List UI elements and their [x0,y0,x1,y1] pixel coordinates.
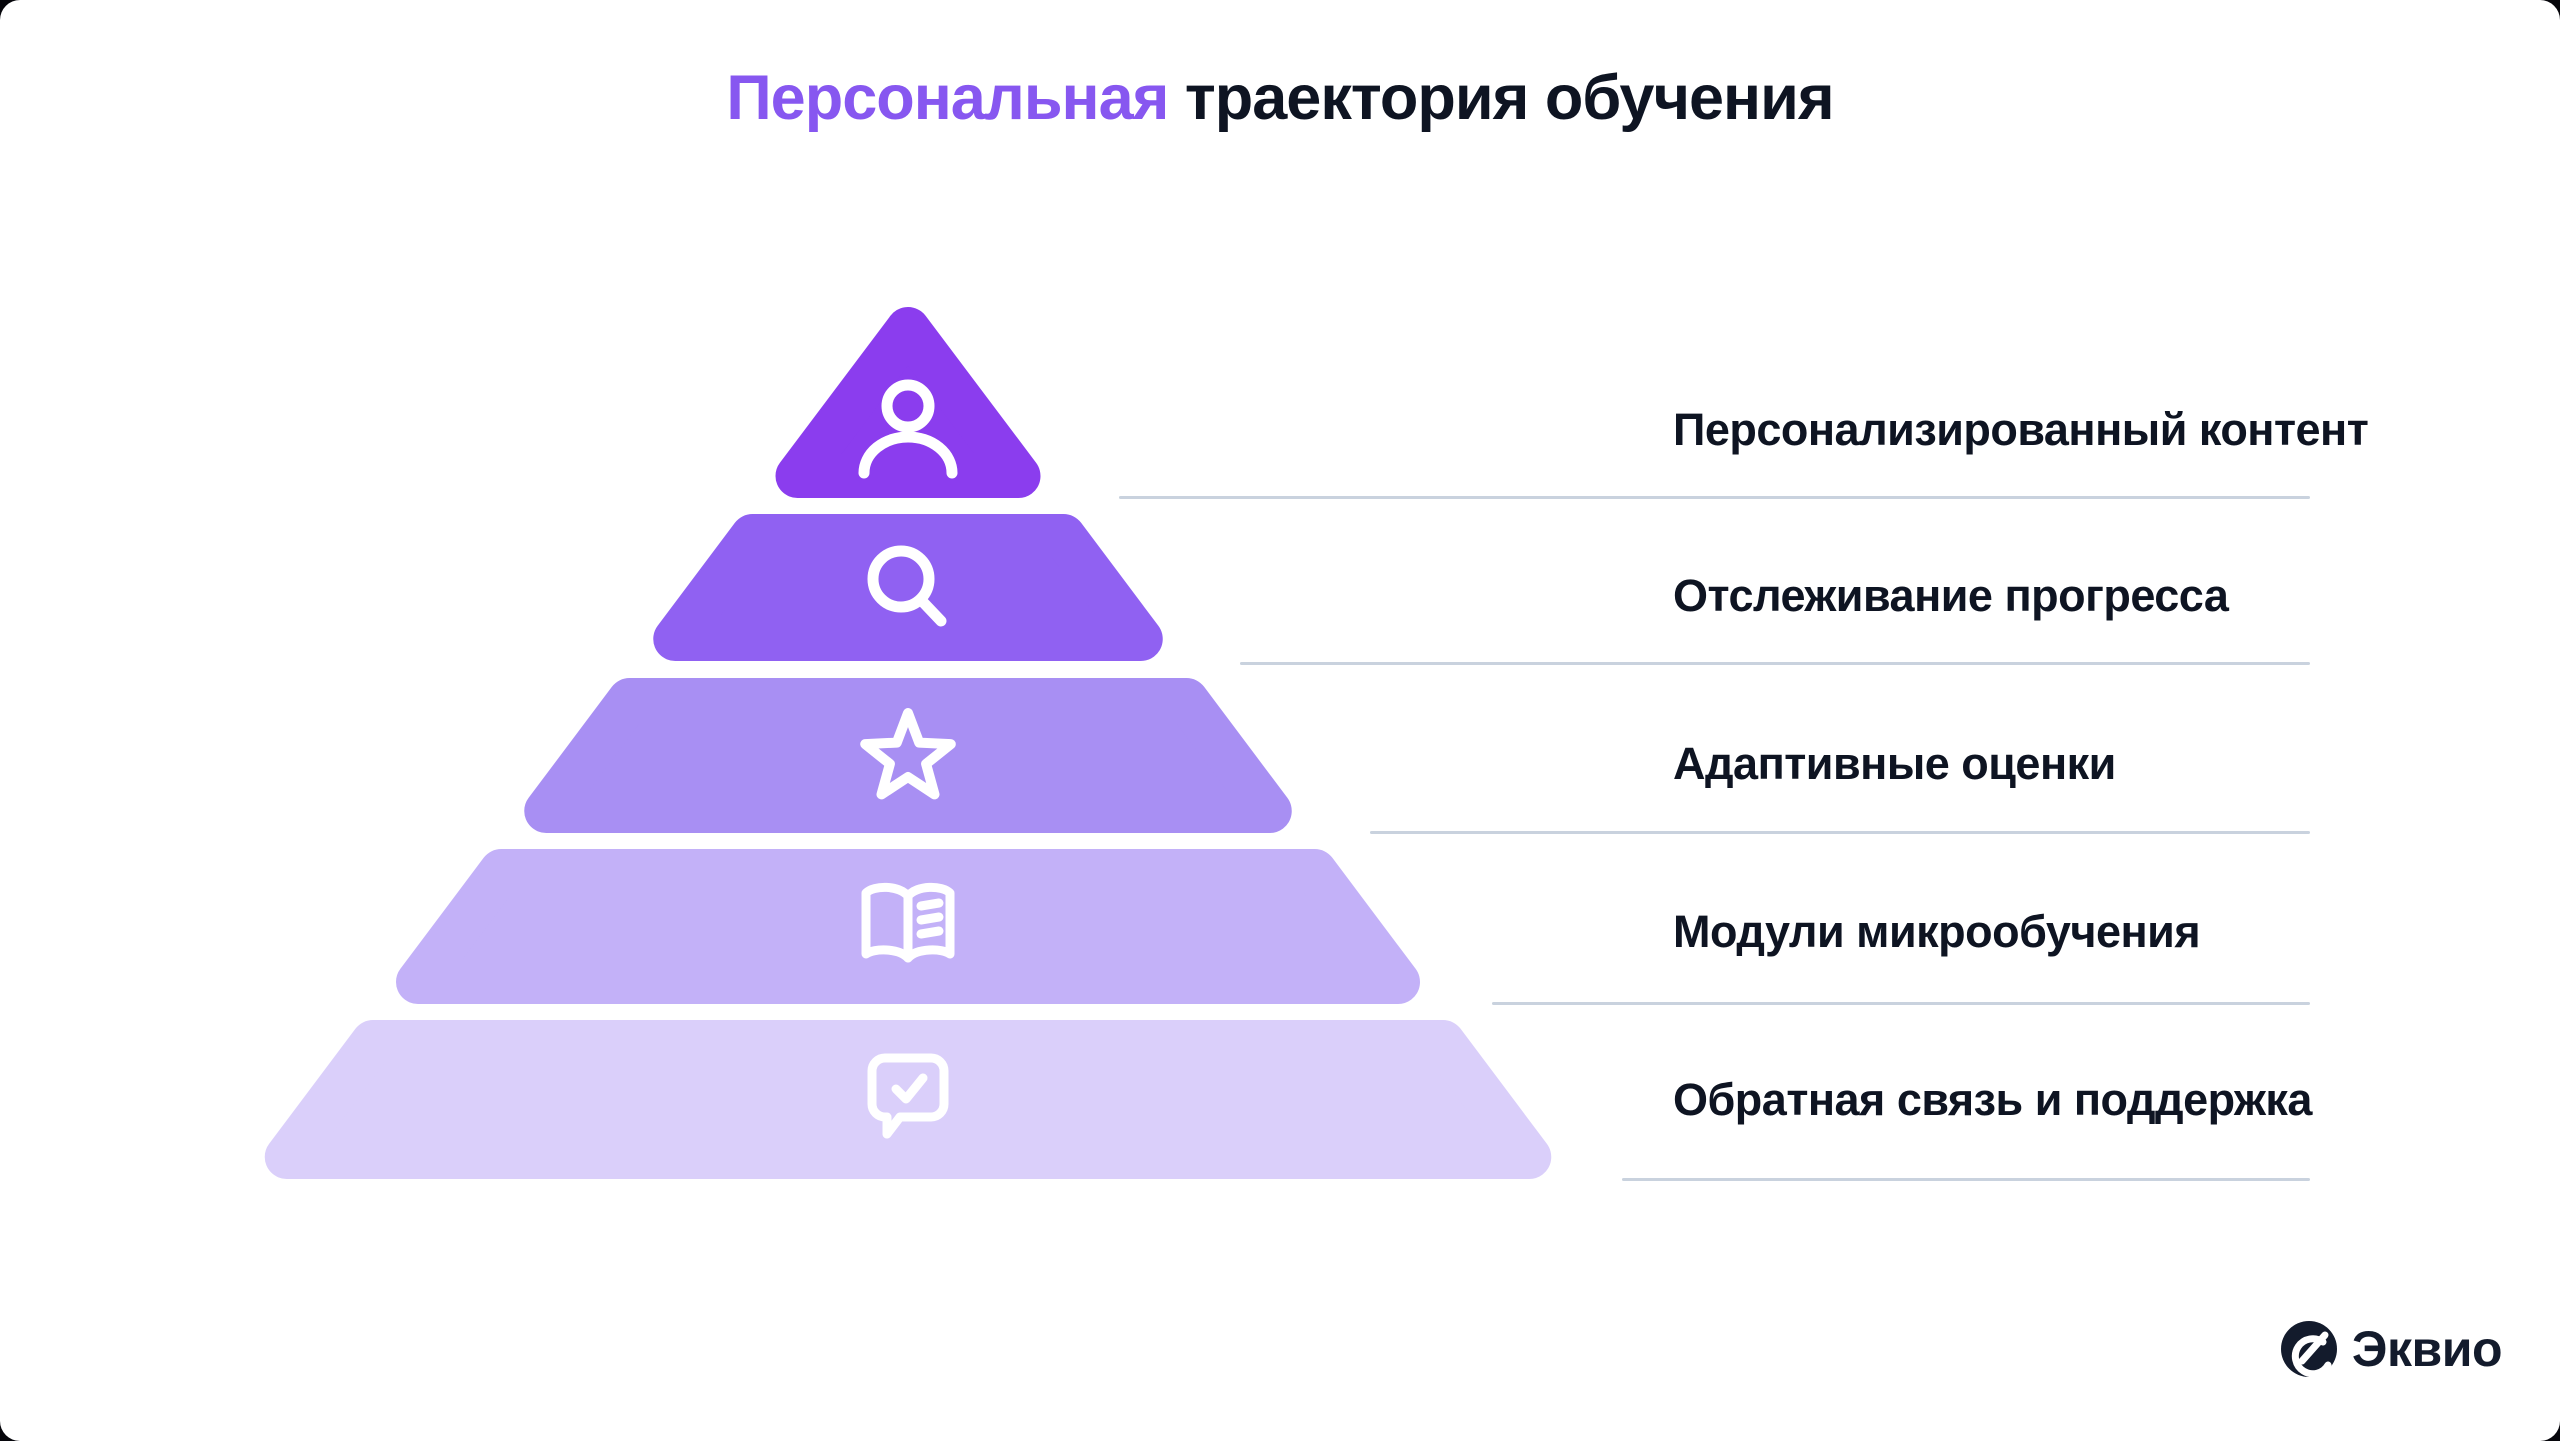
divider-line-3 [1370,831,2310,834]
page-title: Персональная траектория обучения [0,62,2560,134]
pyramid-level-1 [775,307,1041,498]
brand-logo-icon [2280,1321,2337,1378]
level-label-3: Адаптивные оценки [1673,738,2116,789]
brand-logo: Эквио [2280,1320,2503,1378]
pyramid-level-3 [524,678,1292,833]
divider-line-4 [1492,1002,2310,1005]
level-label-2: Отслеживание прогресса [1673,570,2229,621]
magnifier-icon [867,545,947,627]
chat-check-icon [867,1053,949,1139]
divider-line-5 [1622,1178,2310,1181]
level-label-4: Модули микрообучения [1673,906,2201,957]
level-label-1: Персонализированный контент [1673,404,2369,455]
star-icon [860,708,956,800]
book-icon [861,882,955,963]
pyramid-level-2 [653,514,1163,661]
page-title-highlight: Персональная [726,63,1169,133]
divider-line-1 [1119,496,2310,499]
level-label-5: Обратная связь и поддержка [1673,1074,2312,1125]
page-title-rest: траектория обучения [1168,63,1835,133]
brand-logo-text: Эквио [2351,1321,2503,1377]
divider-line-2 [1240,662,2310,665]
person-icon [858,379,958,479]
